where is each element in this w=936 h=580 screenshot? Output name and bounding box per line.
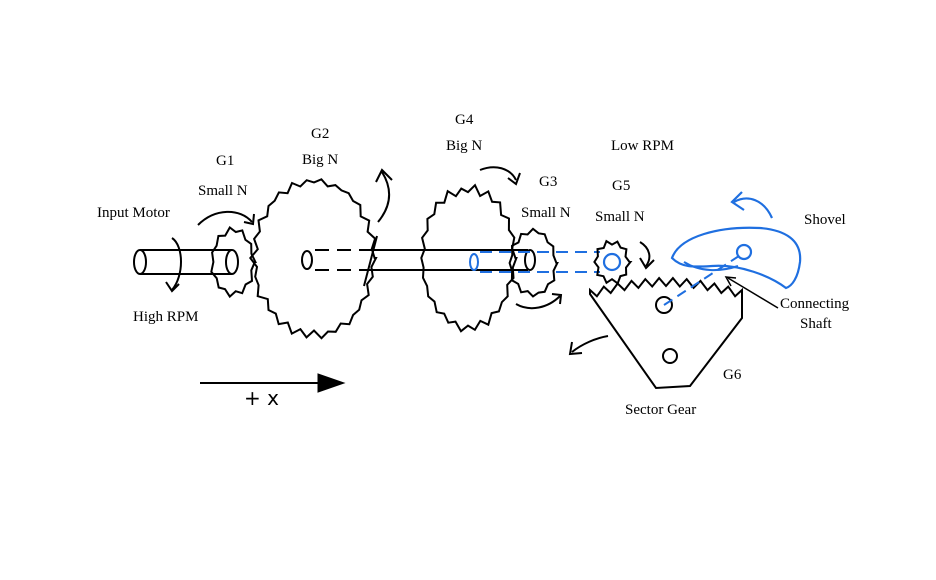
- high-rpm-arrowhead: [165, 281, 180, 293]
- shovel-inner-line: [683, 261, 739, 272]
- label-shovel: Shovel: [804, 212, 846, 228]
- label-g1-small-n: Small N: [198, 183, 248, 199]
- hidden-shaft-dashes: [315, 249, 372, 271]
- g6-hole-lower: [662, 348, 678, 364]
- g6-rotation-arrow: [571, 335, 609, 353]
- gear-g1: [210, 226, 257, 299]
- label-positive-x: + x: [244, 386, 279, 410]
- blue-hidden-shaft: [469, 251, 600, 273]
- label-g2-big-n: Big N: [302, 152, 339, 168]
- g1-arrowhead: [243, 213, 255, 226]
- label-high-rpm: High RPM: [133, 309, 199, 325]
- label-g4-big-n: Big N: [446, 138, 483, 154]
- input-motor-shaft: [133, 249, 239, 275]
- label-low-rpm: Low RPM: [611, 138, 674, 154]
- gear-g5: [593, 239, 633, 285]
- g5-arrowhead: [639, 257, 655, 270]
- label-g6: G6: [723, 367, 742, 383]
- label-connecting: Connecting: [780, 296, 850, 312]
- connecting-shaft-leader: [727, 277, 779, 309]
- label-g5-small-n: Small N: [595, 209, 645, 225]
- gear-g3: [508, 227, 559, 298]
- g2-hub: [301, 250, 313, 270]
- label-g1: G1: [216, 153, 235, 169]
- g5-rotation-arrow: [639, 241, 651, 267]
- g4-arrowhead: [507, 172, 521, 186]
- g2-rotation-arrow: [377, 171, 390, 223]
- g3-rotation-arrow: [515, 295, 561, 310]
- label-g3-small-n: Small N: [521, 205, 571, 221]
- gear-g4: [420, 183, 518, 333]
- shovel-arrowhead: [730, 191, 745, 211]
- g1-rotation-arrow: [197, 210, 253, 226]
- label-shaft: Shaft: [800, 316, 832, 332]
- shovel-outline: [670, 226, 802, 290]
- high-rpm-rotation-arrow: [171, 237, 182, 291]
- label-g2: G2: [311, 126, 330, 142]
- label-sector-gear: Sector Gear: [625, 402, 697, 418]
- g5-blue-hub: [602, 252, 622, 272]
- label-g5: G5: [612, 178, 631, 194]
- g2-arrowhead: [375, 168, 393, 183]
- connecting-shaft-leader-head: [724, 276, 737, 287]
- g6-arrowhead: [568, 341, 583, 356]
- label-g3: G3: [539, 174, 558, 190]
- main-shaft: [363, 235, 536, 287]
- g6-hole-upper: [655, 296, 673, 314]
- shovel-rotation-arrow: [733, 197, 774, 219]
- gear-g2: [249, 178, 378, 340]
- positive-x-axis-arrowhead: [317, 373, 346, 393]
- label-g4: G4: [455, 112, 474, 128]
- gear-g6-sector: [589, 276, 743, 390]
- label-input-motor: Input Motor: [97, 205, 170, 221]
- g4-rotation-arrow: [479, 166, 517, 181]
- shovel-pivot: [735, 243, 753, 261]
- g3-arrowhead: [551, 293, 563, 305]
